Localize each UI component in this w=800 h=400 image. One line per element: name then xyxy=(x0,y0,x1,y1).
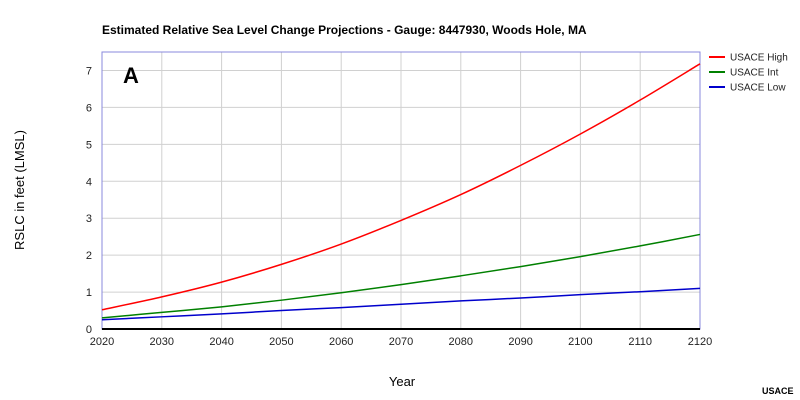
series-lines xyxy=(101,63,701,321)
series-line-usace-int xyxy=(101,233,701,319)
x-tick-label: 2080 xyxy=(449,336,473,348)
x-tick-label: 2100 xyxy=(568,336,592,348)
y-tick-label: 6 xyxy=(86,102,92,114)
legend-label-usace-int: USACE Int xyxy=(730,68,779,79)
y-tick-label: 2 xyxy=(86,250,92,262)
legend-label-usace-low: USACE Low xyxy=(730,83,786,94)
y-axis-label: RSLC in feet (LMSL) xyxy=(12,130,27,250)
x-tick-label: 2110 xyxy=(628,336,652,348)
x-tick-label: 2020 xyxy=(90,336,114,348)
series-line-usace-low xyxy=(101,287,701,321)
credit-label: USACE xyxy=(762,386,794,396)
y-tick-labels: 0 1 2 3 4 5 6 7 xyxy=(86,65,92,336)
grid xyxy=(101,52,701,329)
x-tick-labels: 2020 2030 2040 2050 2060 2070 2080 2090 2100 2110… xyxy=(90,336,712,348)
x-tick-label: 2030 xyxy=(150,336,174,348)
x-axis-label: Year xyxy=(389,374,416,389)
legend-label-usace-high: USACE High xyxy=(730,53,788,64)
y-tick-label: 5 xyxy=(86,139,92,151)
chart-title: Estimated Relative Sea Level Change Proj… xyxy=(102,23,587,37)
x-tick-label: 2090 xyxy=(508,336,532,348)
y-tick-label: 4 xyxy=(86,176,92,188)
y-tick-label: 1 xyxy=(86,287,92,299)
y-tick-label: 7 xyxy=(86,65,92,77)
y-tick-label: 3 xyxy=(86,213,92,225)
x-tick-label: 2060 xyxy=(329,336,353,348)
x-tick-label: 2050 xyxy=(269,336,293,348)
panel-label: A xyxy=(123,63,139,88)
y-tick-label: 0 xyxy=(86,324,92,336)
x-tick-label: 2070 xyxy=(389,336,413,348)
legend: USACE High USACE Int USACE Low xyxy=(709,53,788,94)
series-line-usace-high xyxy=(101,63,701,311)
x-tick-label: 2040 xyxy=(209,336,233,348)
x-tick-label: 2120 xyxy=(688,336,712,348)
